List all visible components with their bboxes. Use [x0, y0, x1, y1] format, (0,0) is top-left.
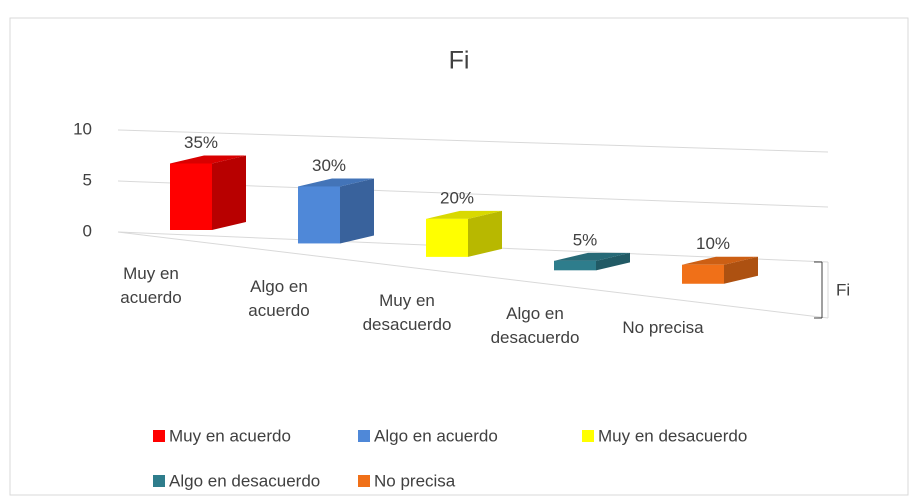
bar — [426, 218, 468, 257]
legend-swatch — [153, 430, 165, 442]
y-tick-label: 5 — [83, 170, 92, 189]
legend-swatch — [358, 475, 370, 487]
bar — [682, 264, 724, 284]
bar — [554, 260, 596, 271]
legend-swatch — [358, 430, 370, 442]
bar — [170, 163, 212, 230]
x-tick-label: Muy en acuerdo — [120, 264, 182, 307]
legend-label: Muy en acuerdo — [169, 426, 291, 445]
series-label: Fi — [836, 280, 850, 299]
legend-label: Muy en desacuerdo — [598, 426, 747, 445]
legend-label: No precisa — [374, 471, 456, 490]
y-tick-label: 0 — [83, 221, 92, 240]
floor-edge — [117, 231, 829, 319]
bar-side — [340, 178, 374, 244]
x-tick-label: Muy en desacuerdo — [362, 290, 452, 334]
bar-side — [212, 155, 246, 230]
legend-swatch — [582, 430, 594, 442]
bar-top — [554, 252, 630, 261]
bar-top — [682, 256, 758, 265]
data-label: 30% — [312, 156, 346, 175]
x-tick-label: Algo en desacuerdo — [490, 304, 580, 348]
bar-side — [468, 210, 502, 257]
data-label: 35% — [184, 133, 218, 152]
y-tick-label: 10 — [73, 119, 92, 138]
x-tick-label: No precisa — [622, 317, 704, 337]
data-label: 5% — [573, 230, 598, 249]
bar-side — [724, 256, 758, 284]
bar — [298, 186, 340, 244]
grid-line — [117, 129, 829, 153]
bar-top — [426, 210, 502, 219]
bar-side — [596, 252, 630, 271]
data-label: 20% — [440, 188, 474, 207]
data-label: 10% — [696, 234, 730, 253]
bar-top — [170, 155, 246, 164]
legend-label: Algo en acuerdo — [374, 426, 498, 445]
x-tick-label: Algo en acuerdo — [248, 277, 310, 321]
chart-title: Fi — [449, 47, 470, 75]
bar-top — [298, 178, 374, 187]
legend-label: Algo en desacuerdo — [169, 471, 320, 490]
legend-swatch — [153, 475, 165, 487]
